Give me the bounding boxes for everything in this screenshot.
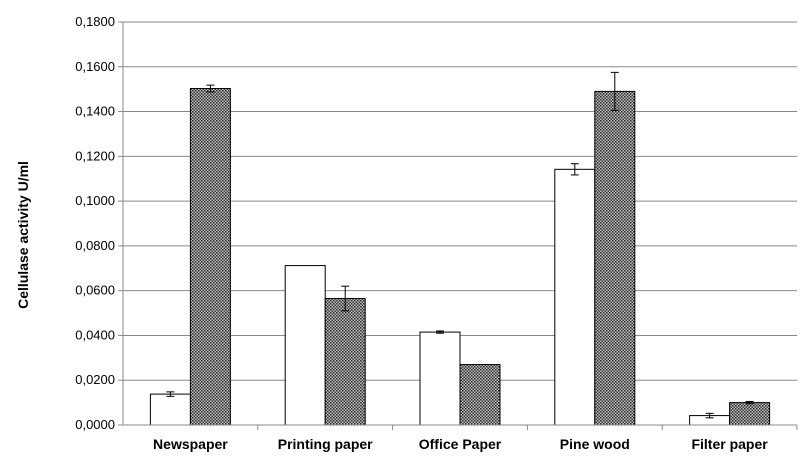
axes bbox=[118, 21, 798, 430]
error-bar bbox=[705, 412, 714, 419]
error-bar bbox=[166, 391, 175, 397]
error-bar bbox=[206, 84, 215, 93]
bar-series-1 bbox=[284, 265, 326, 426]
x-tick-label: Newspaper bbox=[153, 436, 228, 452]
y-tick-label: 0,0200 bbox=[75, 372, 115, 387]
y-tick-label: 0,0600 bbox=[75, 283, 115, 298]
x-tick-label: Office Paper bbox=[419, 436, 502, 452]
y-tick-label: 0,1200 bbox=[75, 148, 115, 163]
bar-series-1 bbox=[149, 393, 191, 426]
labels: 0,0000 0,0200 0,0400 0,0600 0,0800 0,1000 0,12… bbox=[75, 14, 768, 452]
error-bar bbox=[570, 163, 579, 176]
y-axis-title: Cellulase activity U/ml bbox=[15, 161, 31, 309]
y-tick-label: 0,1400 bbox=[75, 104, 115, 119]
y-tick-label: 0,0400 bbox=[75, 327, 115, 342]
error-bar bbox=[341, 285, 350, 312]
bars bbox=[149, 87, 771, 426]
gridlines bbox=[123, 21, 797, 381]
bar-series-2 bbox=[594, 90, 636, 426]
bar-series-2 bbox=[324, 298, 366, 426]
y-tick-label: 0,0000 bbox=[75, 417, 115, 432]
bar-series-2 bbox=[459, 364, 501, 426]
error-bar bbox=[610, 71, 619, 111]
y-tick-label: 0,1600 bbox=[75, 59, 115, 74]
x-tick-label: Filter paper bbox=[691, 436, 768, 452]
bar-series-2 bbox=[189, 87, 231, 426]
bar-series-1 bbox=[419, 331, 461, 426]
x-tick-label: Pine wood bbox=[560, 436, 630, 452]
error-bars bbox=[166, 71, 754, 419]
bar-series-1 bbox=[554, 168, 596, 426]
y-tick-label: 0,1000 bbox=[75, 193, 115, 208]
bar-series-2 bbox=[729, 402, 771, 426]
x-tick-label: Printing paper bbox=[278, 436, 373, 452]
error-bar bbox=[436, 330, 444, 334]
y-tick-label: 0,1800 bbox=[75, 14, 115, 29]
y-tick-label: 0,0800 bbox=[75, 238, 115, 253]
error-bar bbox=[745, 400, 754, 405]
